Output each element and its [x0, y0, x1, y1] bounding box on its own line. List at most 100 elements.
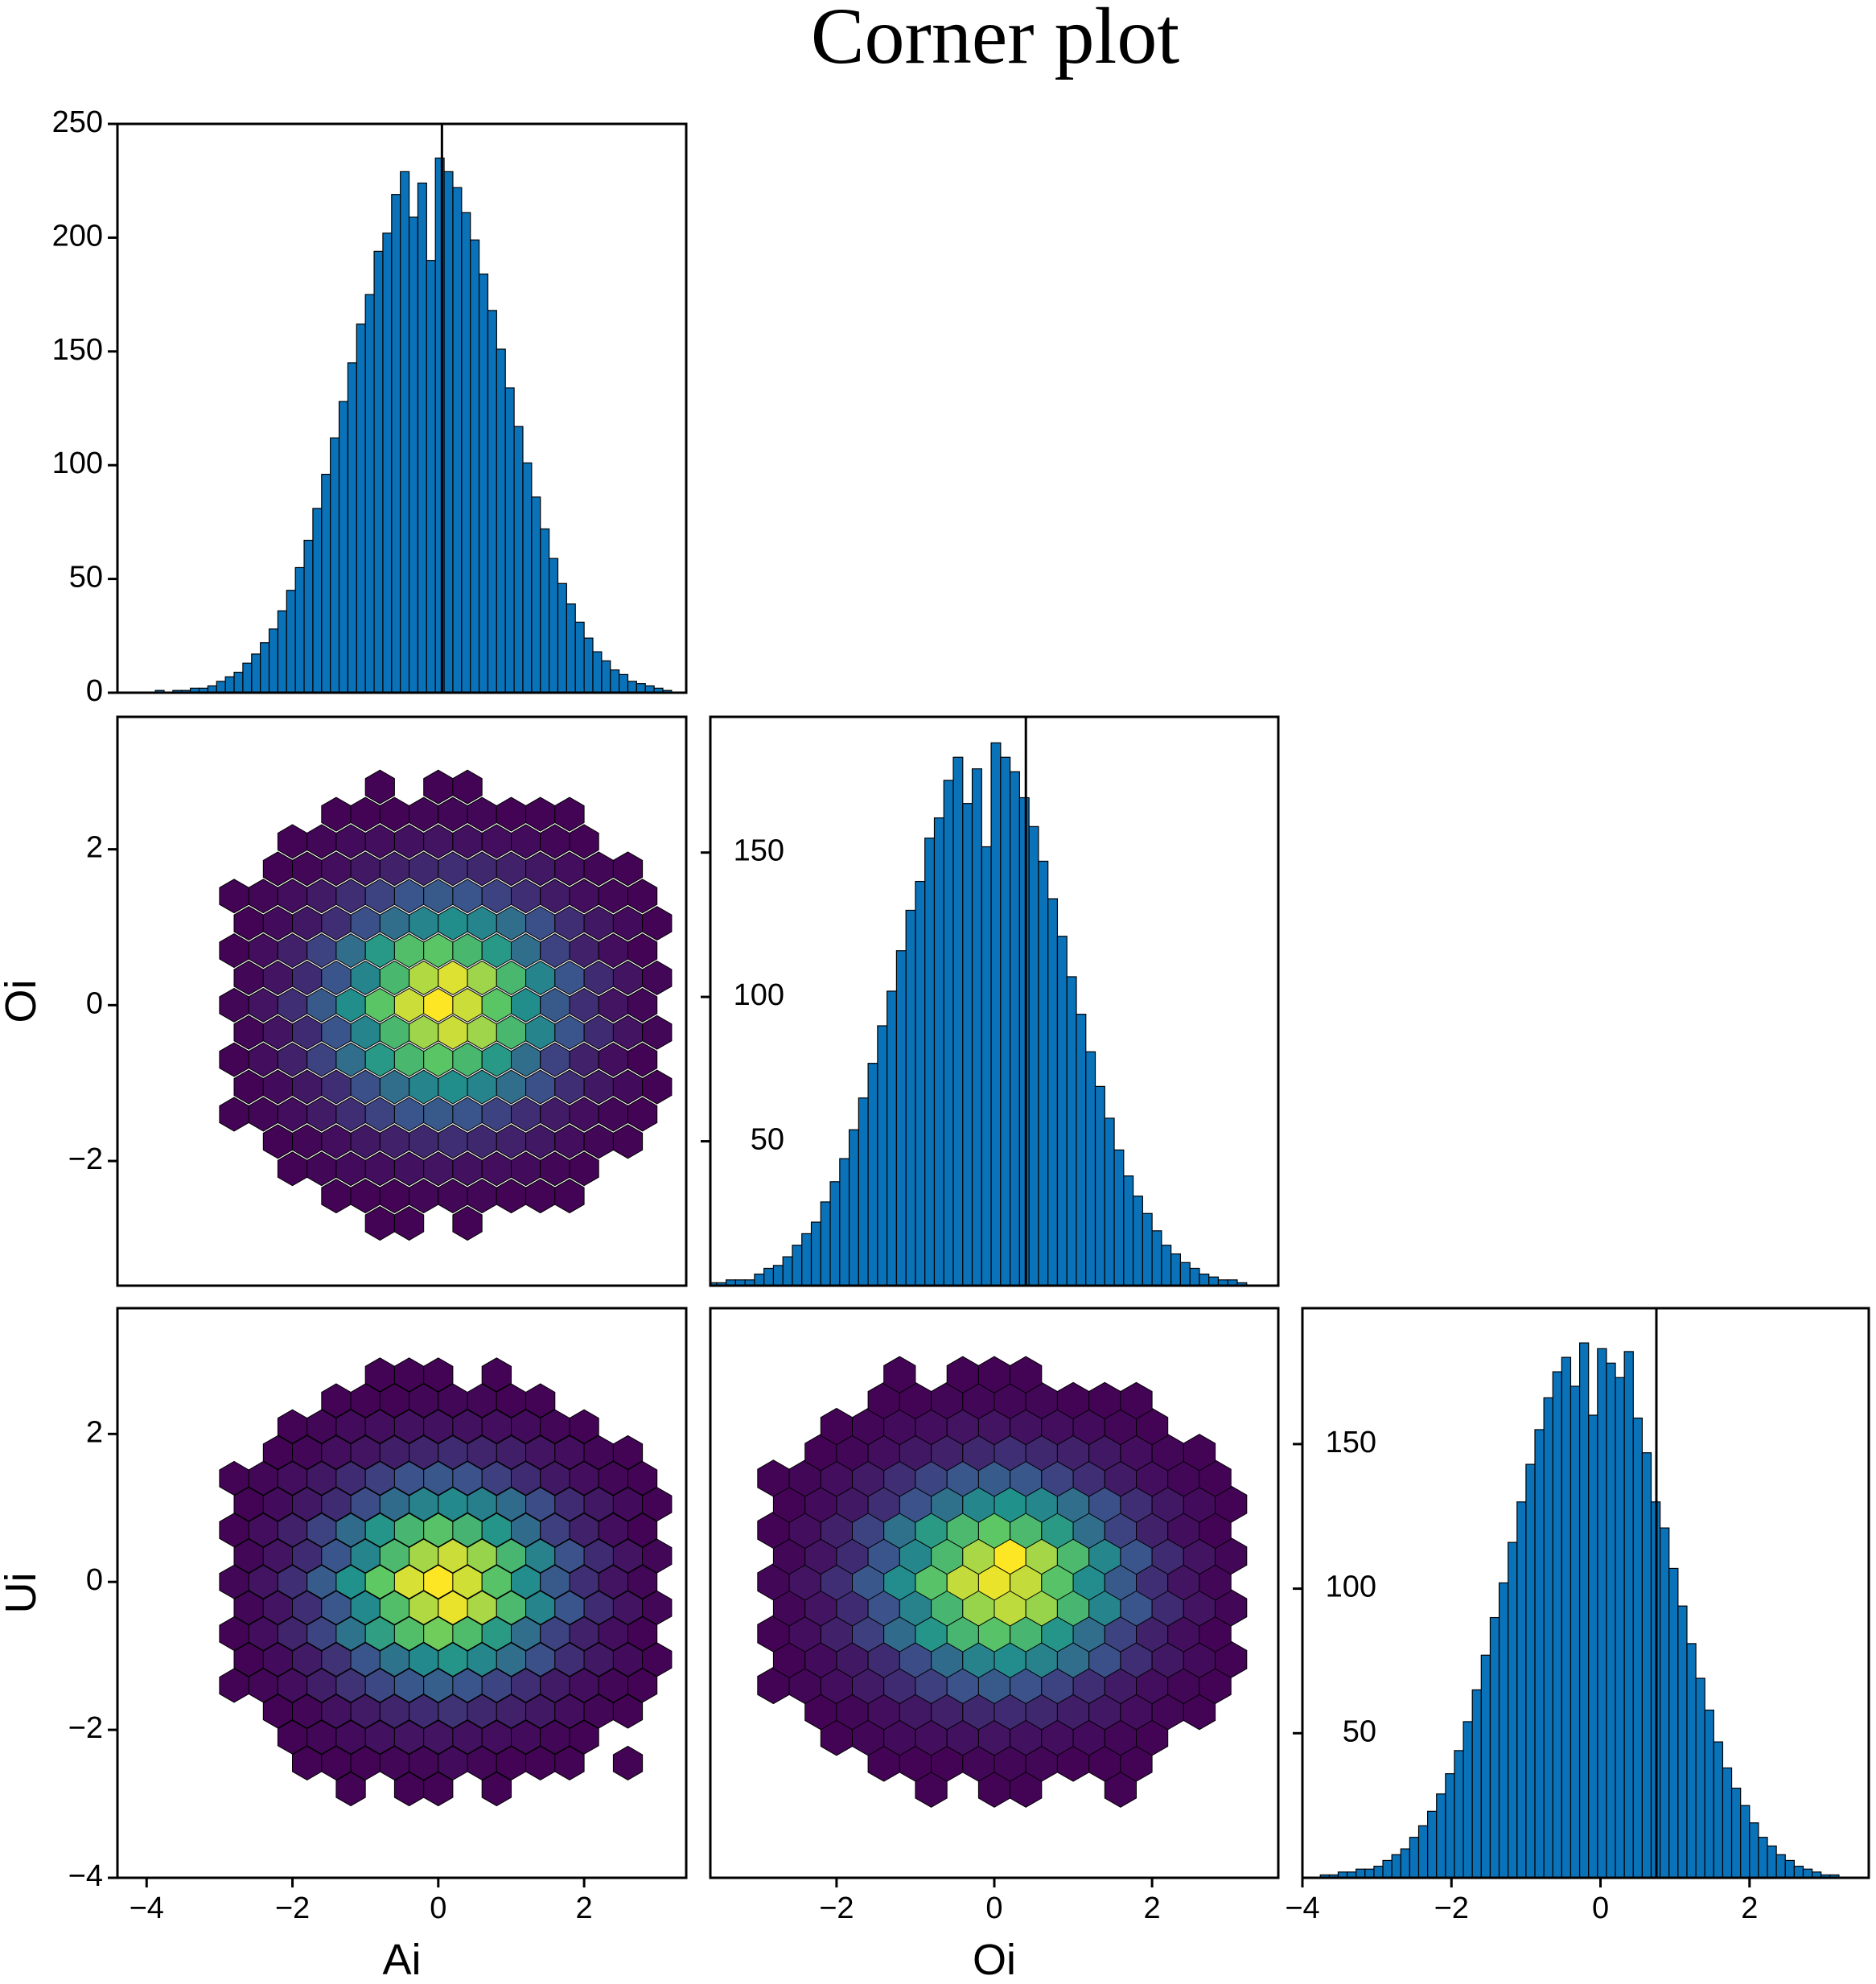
bar [496, 348, 506, 693]
hex-cell [219, 879, 249, 914]
plot-area [757, 1356, 1248, 1808]
hex-cell [598, 1042, 628, 1077]
bar [1508, 1542, 1518, 1878]
bar [1632, 1417, 1643, 1878]
hex-cell [350, 906, 381, 941]
bar [391, 194, 401, 693]
bar [981, 846, 992, 1286]
bar [1000, 756, 1011, 1286]
hex-cell [438, 851, 468, 887]
bar [952, 756, 964, 1286]
bar [1606, 1362, 1616, 1878]
y-tick-label: 50 [751, 1123, 784, 1157]
hex-cell [511, 1042, 541, 1077]
bar [1010, 771, 1020, 1286]
hex-cell [423, 1772, 454, 1807]
x-tick-label: 2 [1144, 1891, 1161, 1925]
hex-cell [467, 1015, 497, 1050]
hex-cell [540, 1151, 570, 1187]
hex-cell [627, 1042, 658, 1077]
hex-cell [554, 1069, 585, 1105]
hex-cell [438, 1069, 468, 1105]
hex-cell [364, 1206, 395, 1241]
bar [1400, 1848, 1410, 1878]
x-tick-label: −4 [1285, 1891, 1319, 1925]
hex-cell [409, 796, 439, 832]
bar [268, 628, 279, 693]
hex-cell [511, 987, 541, 1023]
hex-cell [438, 906, 468, 941]
hex-cell [481, 1042, 512, 1077]
hex-cell [554, 851, 585, 887]
hex-cell [481, 933, 512, 969]
bar [839, 1158, 850, 1286]
hex-cell [642, 960, 673, 995]
bar [1578, 1342, 1590, 1878]
hex-cell [642, 1015, 673, 1050]
hex-cell [409, 1179, 439, 1214]
bar [1151, 1230, 1162, 1286]
hex-cell [248, 1097, 278, 1132]
hex-cell [219, 987, 249, 1023]
hex-cell [306, 1042, 337, 1077]
bar [1722, 1767, 1733, 1878]
hex-cell [642, 1538, 673, 1574]
hex-cell [481, 1772, 512, 1807]
hex-cell [525, 1069, 556, 1105]
hex-cell [438, 960, 468, 995]
hex-cell [554, 906, 585, 941]
x-tick-label: 0 [430, 1891, 446, 1925]
bar [1623, 1351, 1634, 1878]
bar [1802, 1868, 1813, 1878]
bar [557, 582, 567, 693]
hex-cell [335, 824, 366, 859]
bar [522, 462, 533, 693]
bar [382, 233, 393, 693]
bar [548, 558, 559, 693]
bar [1417, 1825, 1429, 1878]
hex-cell [598, 879, 628, 914]
bar [1454, 1750, 1464, 1878]
hex-cell [467, 906, 497, 941]
hex-cell [306, 1097, 337, 1132]
hex-cell [248, 879, 278, 914]
bar [504, 387, 515, 693]
hex-cell [364, 1151, 395, 1187]
bar [1767, 1845, 1777, 1878]
hex-cell [569, 1719, 599, 1755]
axes-frame [116, 715, 688, 1287]
bar [1713, 1741, 1724, 1878]
bar [772, 1265, 784, 1286]
bar [990, 742, 1002, 1286]
hex-cell [569, 1151, 599, 1187]
bar [1018, 796, 1030, 1286]
hex-cell [612, 906, 644, 941]
bar [1793, 1866, 1804, 1878]
hex-cell [364, 769, 395, 805]
bar [347, 362, 357, 693]
hex-cell [642, 1642, 673, 1677]
hex-cell [583, 960, 614, 995]
hex-cell [379, 796, 410, 832]
y-tick-label: −2 [68, 1142, 103, 1176]
hex-cell [883, 1356, 916, 1393]
bar [962, 803, 973, 1286]
hex-cell [233, 906, 264, 941]
hex-cell [569, 933, 599, 969]
x-tick-label: −2 [275, 1891, 310, 1925]
y-axis-label: Oi [0, 980, 45, 1023]
bar [321, 473, 331, 693]
hex-cell [292, 851, 323, 887]
hex-cell [540, 824, 570, 859]
hex-cell [379, 906, 410, 941]
hex-cell [262, 1124, 293, 1159]
hex-cell [233, 1015, 264, 1050]
bar [1199, 1274, 1210, 1286]
hex-cell [379, 1179, 410, 1214]
bar [1525, 1463, 1536, 1878]
hex-cell [423, 824, 454, 859]
bar [1066, 976, 1077, 1286]
bar [1561, 1356, 1572, 1878]
hex-cell [423, 879, 454, 914]
